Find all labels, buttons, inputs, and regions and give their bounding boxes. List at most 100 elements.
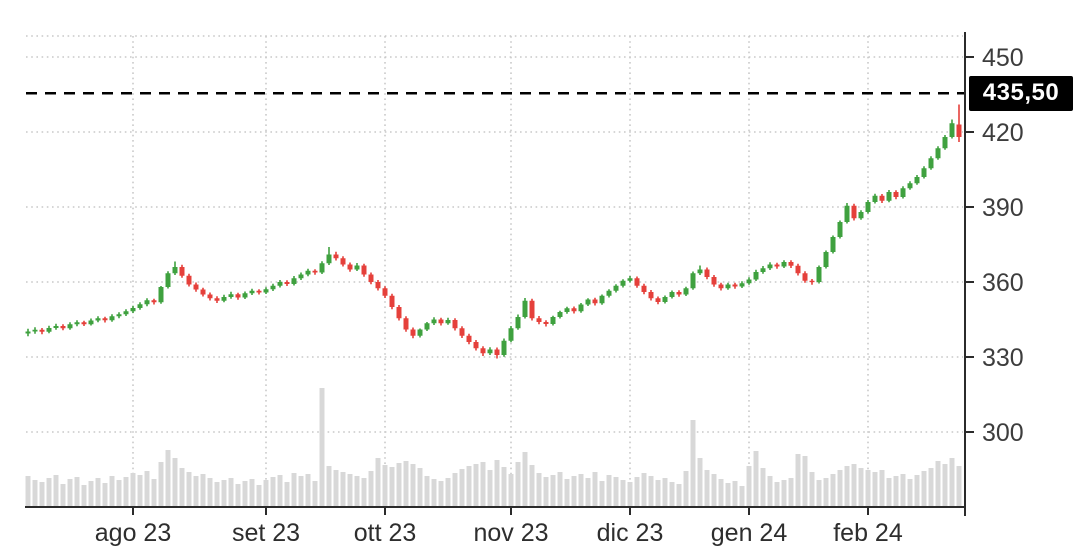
candle-body — [466, 335, 472, 342]
volume-bar — [123, 477, 129, 506]
candle-body — [53, 326, 59, 328]
candle-body — [851, 205, 857, 219]
volume-bar — [109, 476, 115, 506]
candle-body — [704, 269, 710, 277]
candle-body — [494, 349, 500, 355]
volume-bar — [788, 478, 794, 506]
volume-bar — [228, 478, 234, 506]
volume-bar — [501, 467, 507, 506]
volume-bar — [480, 462, 486, 506]
candle-body — [102, 318, 108, 321]
volume-bar — [116, 480, 122, 506]
candle-body — [900, 188, 906, 197]
candle-body — [431, 319, 437, 324]
candle-body — [361, 265, 367, 275]
volume-bar — [354, 476, 360, 506]
volume-bar — [795, 454, 801, 506]
candle-body — [760, 268, 766, 272]
volume-bar — [942, 464, 948, 506]
candle-body — [690, 273, 696, 289]
volume-bar — [508, 474, 514, 506]
volume-bar — [333, 470, 339, 506]
candle-body — [459, 328, 465, 336]
candle-body — [368, 274, 374, 282]
candle-body — [830, 237, 836, 252]
candle-body — [858, 212, 864, 219]
volume-bar — [564, 479, 570, 506]
volume-bar — [711, 474, 717, 506]
candle-body — [249, 290, 255, 294]
volume-bar — [571, 476, 577, 506]
candle-body — [25, 331, 31, 334]
volume-bar — [718, 479, 724, 506]
candle-body — [74, 322, 80, 325]
candle-body — [116, 314, 122, 317]
volume-bar — [781, 480, 787, 506]
volume-bar — [613, 477, 619, 506]
candle-body — [893, 192, 899, 197]
volume-bar — [550, 475, 556, 506]
volume-bar — [60, 484, 66, 506]
volume-bar — [403, 461, 409, 506]
candle-body — [95, 318, 101, 321]
candle-body — [186, 275, 192, 285]
volume-bar — [459, 469, 465, 506]
volume-bar — [473, 464, 479, 506]
volume-bar — [284, 482, 290, 506]
candle-body — [473, 342, 479, 349]
volume-bar — [221, 480, 227, 506]
volume-bar — [592, 472, 598, 506]
volume-bar — [312, 481, 318, 506]
candle-body — [788, 262, 794, 266]
volume-bar — [697, 458, 703, 506]
volume-bar — [144, 471, 150, 506]
volume-bar — [655, 480, 661, 506]
candle-body — [221, 297, 227, 301]
volume-bar — [557, 472, 563, 506]
volume-bar — [137, 475, 143, 506]
volume-bar — [319, 388, 325, 506]
candle-body — [501, 340, 507, 355]
last-price-label: 435,50 — [982, 79, 1060, 107]
volume-bar — [662, 478, 668, 506]
candle-body — [613, 285, 619, 291]
y-axis-label: 300 — [982, 419, 1024, 447]
candle-body — [578, 304, 584, 312]
volume-bar — [816, 480, 822, 506]
candle-body — [557, 312, 563, 317]
volume-bar — [207, 478, 213, 506]
volume-bar — [186, 472, 192, 506]
volume-bar — [809, 472, 815, 506]
candle-body — [515, 317, 521, 329]
volume-bar — [690, 420, 696, 506]
x-axis-label: nov 23 — [473, 519, 548, 547]
x-axis-label: gen 24 — [711, 519, 788, 547]
candle-body — [886, 192, 892, 201]
candle-body — [802, 273, 808, 281]
volume-bar — [515, 462, 521, 506]
candle-body — [60, 326, 66, 329]
volume-bar — [326, 466, 332, 506]
volume-bar — [907, 479, 913, 506]
candle-body — [872, 195, 878, 202]
candle-body — [718, 284, 724, 289]
candle-body — [879, 195, 885, 201]
candle-body — [88, 320, 94, 325]
candle-body — [263, 289, 269, 293]
candle-body — [606, 290, 612, 296]
candle-body — [543, 322, 549, 324]
candle-body — [207, 294, 213, 299]
volume-bar — [872, 472, 878, 506]
candle-body — [935, 148, 941, 159]
volume-bar — [179, 468, 185, 506]
candle-body — [445, 320, 451, 324]
volume-bar — [102, 483, 108, 506]
volume-bar — [445, 478, 451, 506]
candle-body — [424, 323, 430, 330]
volume-bar — [452, 473, 458, 506]
candle-body — [564, 308, 570, 312]
candle-body — [347, 264, 353, 270]
candle-body — [599, 295, 605, 304]
